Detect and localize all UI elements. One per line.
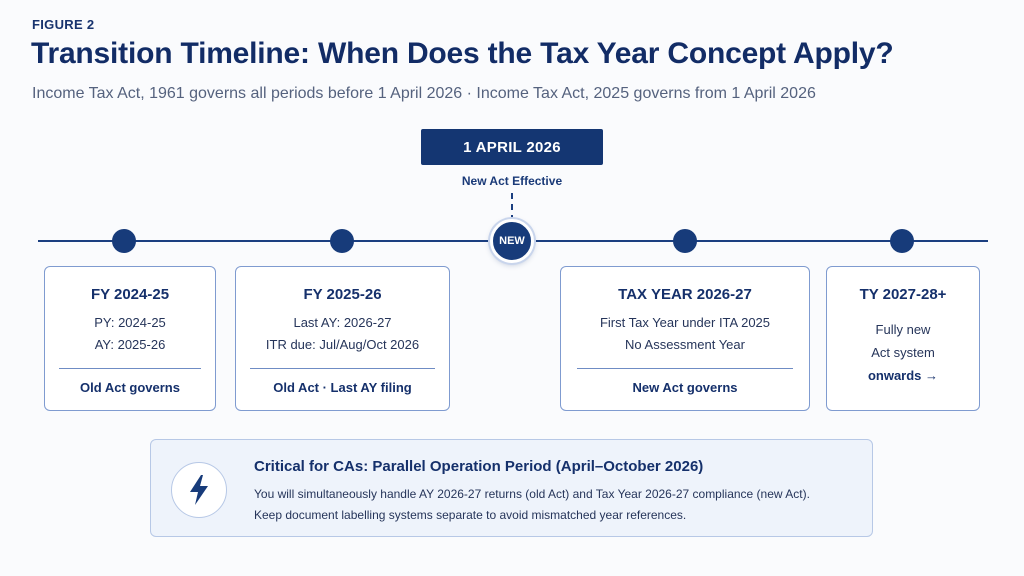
card-detail: First Tax Year under ITA 2025 [599,315,771,330]
period-card-ty2027: TY 2027-28+ Fully new Act system onwards… [826,266,980,411]
card-divider [577,368,793,369]
period-card-fy2024: FY 2024-25 PY: 2024-25 AY: 2025-26 Old A… [44,266,216,411]
new-act-marker-label: NEW [499,235,525,247]
card-footer: Old Act · Last AY filing [273,380,412,395]
card-title: TY 2027-28+ [859,286,947,303]
timeline-dot-ty2027 [890,229,914,253]
callout-title: Critical for CAs: Parallel Operation Per… [254,458,704,475]
figure-label: FIGURE 2 [32,17,95,32]
card-detail: ITR due: Jul/Aug/Oct 2026 [265,337,420,352]
card-title: FY 2025-26 [303,286,382,303]
card-detail: AY: 2025-26 [94,337,166,352]
callout-text: You will simultaneously handle AY 2026-2… [254,487,810,501]
card-detail: Last AY: 2026-27 [293,315,392,330]
timeline-dot-fy2024 [112,229,136,253]
milestone-caption: New Act Effective [461,174,563,188]
card-title: FY 2024-25 [90,286,170,303]
critical-callout: Critical for CAs: Parallel Operation Per… [150,439,873,537]
card-title: TAX YEAR 2026-27 [618,286,752,303]
card-detail: Fully new [875,322,931,337]
card-detail: PY: 2024-25 [94,315,166,330]
lightning-bolt-icon [171,462,227,518]
card-detail: Act system [871,345,935,360]
card-divider [250,368,435,369]
milestone-date-box: 1 APRIL 2026 [421,129,603,165]
timeline-dot-ty2026 [673,229,697,253]
card-footer: onwards → [867,368,939,383]
card-footer: Old Act governs [80,380,180,395]
card-divider [59,368,201,369]
new-act-marker: NEW [490,219,534,263]
card-detail: No Assessment Year [625,337,745,352]
timeline-dot-fy2025 [330,229,354,253]
period-card-ty2026: TAX YEAR 2026-27 First Tax Year under IT… [560,266,810,411]
milestone-connector [511,193,513,221]
milestone-date: 1 APRIL 2026 [463,138,561,156]
page-subtitle: Income Tax Act, 1961 governs all periods… [32,85,816,102]
period-card-fy2025: FY 2025-26 Last AY: 2026-27 ITR due: Jul… [235,266,450,411]
page-title: Transition Timeline: When Does the Tax Y… [31,37,894,70]
callout-text: Keep document labelling systems separate… [254,508,687,522]
card-footer: New Act governs [632,380,738,395]
